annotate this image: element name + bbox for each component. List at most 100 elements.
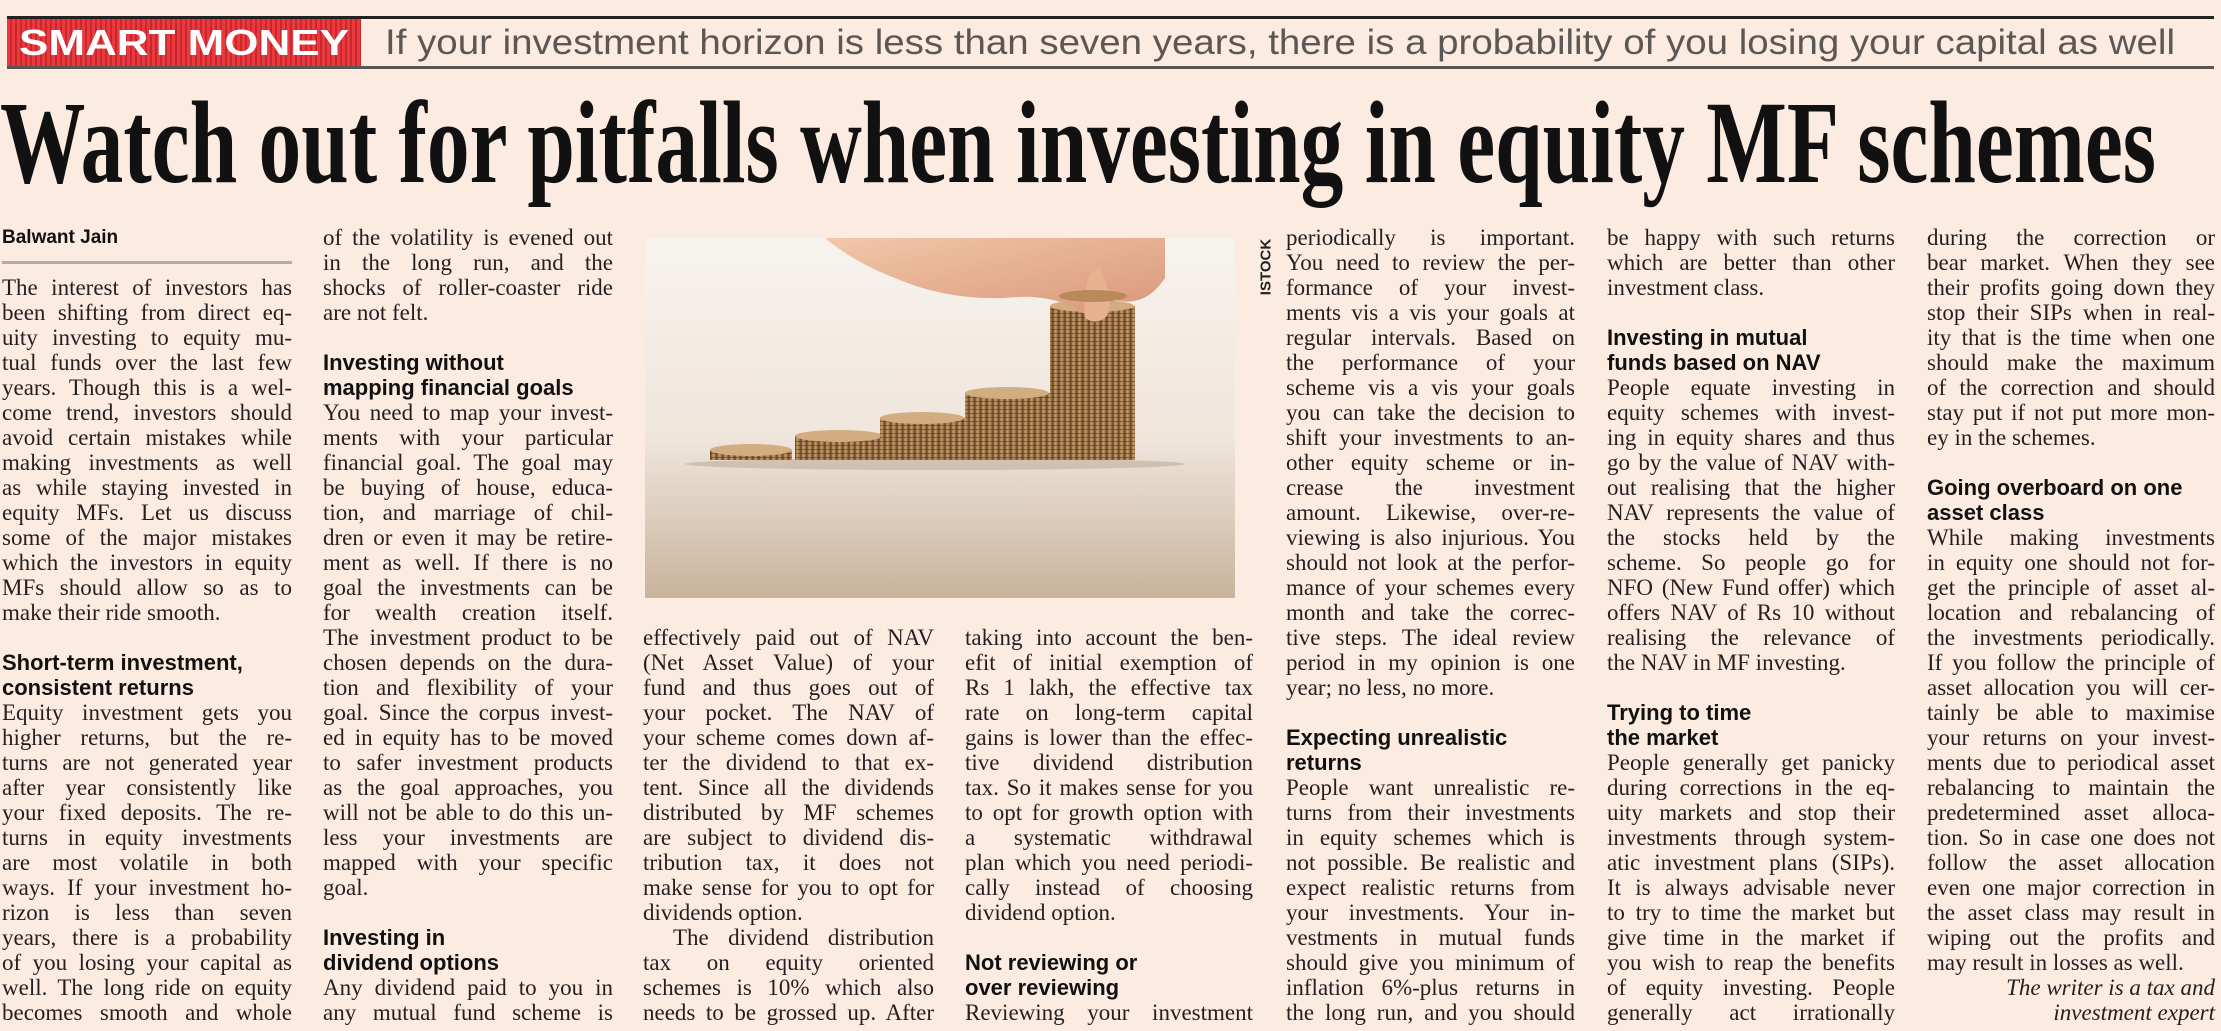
body-text-line-text: rate on long-term capital <box>965 700 1253 725</box>
body-text-line: stay put if not put more mon- <box>1927 400 2215 425</box>
body-text-line: dividends option. <box>643 900 934 925</box>
body-text-line: You need to map your invest- <box>323 400 613 425</box>
body-text-line-text: mapped with your specific <box>323 850 613 875</box>
body-text-line-text: after year consistently like <box>2 775 292 800</box>
body-text-line: needs to be grossed up. After <box>643 1000 934 1025</box>
body-text-line: Any dividend paid to you in <box>323 975 613 1000</box>
body-text-line: your investments. Your in- <box>1286 900 1575 925</box>
body-text-line: formance of your invest- <box>1286 275 1575 300</box>
body-text-line-text: The interest of investors has <box>2 275 292 300</box>
body-text-line: plan which you need periodi- <box>965 850 1253 875</box>
body-text-line: tion, and marriage of chil- <box>323 500 613 525</box>
body-text-line: come trend, investors should <box>2 400 292 425</box>
body-text-line-text: cally instead of choosing <box>965 875 1253 900</box>
body-text-line-text: your scheme comes down af- <box>643 725 934 750</box>
body-text-line-text: becomes smooth and whole <box>2 1000 292 1025</box>
body-text-line: People equate investing in <box>1607 375 1895 400</box>
body-text-line-text: higher returns, but the re- <box>2 725 292 750</box>
body-text-line-text: While making investments <box>1927 525 2215 550</box>
section-heading-line-text: Investing without <box>323 350 504 375</box>
body-text-line-text: The investment product to be <box>323 625 613 650</box>
body-text-line-text: your investments. Your in- <box>1286 900 1575 925</box>
body-text-line: you wish to reap the benefits <box>1607 950 1895 975</box>
body-text-line: the long run, and you should <box>1286 1000 1575 1025</box>
body-text-line-text: wiping out the profits and <box>1927 925 2215 950</box>
body-text-line-text: tent. Since all the dividends <box>643 775 934 800</box>
section-heading-line: the market <box>1607 725 1895 750</box>
section-heading-line: over reviewing <box>965 975 1253 1000</box>
body-text-line-text: during corrections in the eq- <box>1607 775 1895 800</box>
body-text-line: in the long run, and the <box>323 250 613 275</box>
body-text-line: mapped with your specific <box>323 850 613 875</box>
body-text-line-text: You need to review the per- <box>1286 250 1575 275</box>
body-text-line: ways. If your investment ho- <box>2 875 292 900</box>
body-text-line: cally instead of choosing <box>965 875 1253 900</box>
body-text-line-text: expect realistic returns from <box>1286 875 1575 900</box>
section-heading-line-text: funds based on NAV <box>1607 350 1821 375</box>
body-text-line-text: crease the investment <box>1286 475 1575 500</box>
body-text-line-text: investments through system- <box>1607 825 1895 850</box>
body-text-line: which the investors in equity <box>2 550 292 575</box>
body-text-line-text: are subject to dividend dis- <box>643 825 934 850</box>
section-heading-line: asset class <box>1927 500 2215 525</box>
body-text-line: make sense for you to opt for <box>643 875 934 900</box>
body-text-line: to safer investment products <box>323 750 613 775</box>
body-text-line-text: schemes is 10% which also <box>643 975 934 1000</box>
body-text-line-text: needs to be grossed up. After <box>643 1000 934 1025</box>
body-text-line: Reviewing your investment <box>965 1000 1253 1025</box>
author-note-line: investment expert <box>1927 1000 2215 1025</box>
body-text-line: regular intervals. Based on <box>1286 325 1575 350</box>
body-text-line-text: your pocket. The NAV of <box>643 700 934 725</box>
body-text-line-text: of the volatility is evened out <box>323 225 613 250</box>
body-text-line-text: Equity investment gets you <box>2 700 292 725</box>
body-text-line: ter the dividend to that ex- <box>643 750 934 775</box>
body-text-line: of the correction and should <box>1927 375 2215 400</box>
body-text-line: wiping out the profits and <box>1927 925 2215 950</box>
body-text-line-text: equity schemes with invest- <box>1607 400 1895 425</box>
body-text-line: shift your investments to an- <box>1286 425 1575 450</box>
body-text-line-text: formance of your invest- <box>1286 275 1575 300</box>
photo-credit: ISTOCK <box>1256 232 1276 302</box>
body-text-line: in equity one should not for- <box>1927 550 2215 575</box>
body-text-line-text: follow the asset allocation <box>1927 850 2215 875</box>
section-heading-line: Expecting unrealistic <box>1286 725 1575 750</box>
body-text-line: If you follow the principle of <box>1927 650 2215 675</box>
body-text-line-text: dren or even it may be retire- <box>323 525 613 550</box>
byline-text: Balwant Jain <box>2 227 119 248</box>
body-text-line-text: (Net Asset Value) of your <box>643 650 934 675</box>
body-text-line: NFO (New Fund offer) which <box>1607 575 1895 600</box>
body-text-line: should make the maximum <box>1927 350 2215 375</box>
body-text-line: make their ride smooth. <box>2 600 292 625</box>
body-text-line-text: year; no less, no more. <box>1286 675 1495 700</box>
body-text-line-text: be happy with such returns <box>1607 225 1895 250</box>
body-text-line-text: location and rebalancing of <box>1927 600 2215 625</box>
body-text-line-text: years, there is a probability <box>2 925 292 950</box>
section-heading-line: Investing without <box>323 350 613 375</box>
body-text-line-text: are most volatile in both <box>2 850 292 875</box>
body-text-line: efit of initial exemption of <box>965 650 1253 675</box>
body-text-line: equity schemes with invest- <box>1607 400 1895 425</box>
body-text-line-text: to safer investment products <box>323 750 613 775</box>
coin-stack-4 <box>965 387 1050 460</box>
body-text-line: the stocks held by the <box>1607 525 1895 550</box>
body-text-line-text: regular intervals. Based on <box>1286 325 1575 350</box>
section-heading-line-text: asset class <box>1927 500 2045 525</box>
photo-illustration <box>645 238 1235 598</box>
body-text-line-text: ments due to periodical asset <box>1927 750 2215 775</box>
body-text-line-text: tual funds over the last few <box>2 350 292 375</box>
body-text-line-text: tax. So it makes sense for you <box>965 775 1253 800</box>
body-text-line: of the volatility is evened out <box>323 225 613 250</box>
body-text-line: mance of your schemes every <box>1286 575 1575 600</box>
body-text-line: are most volatile in both <box>2 850 292 875</box>
body-text-line: a systematic withdrawal <box>965 825 1253 850</box>
body-text-line: NAV represents the value of <box>1607 500 1895 525</box>
body-text-line-text: NAV represents the value of <box>1607 500 1895 525</box>
section-heading-line-text: mapping financial goals <box>323 375 574 400</box>
body-text-line: go by the value of NAV with- <box>1607 450 1895 475</box>
section-kicker-label: SMART MONEY <box>19 22 349 63</box>
body-text-line: ments vis a vis your goals at <box>1286 300 1575 325</box>
body-text-line: distributed by MF schemes <box>643 800 934 825</box>
body-text-line: been shifting from direct eq- <box>2 300 292 325</box>
body-text-line-text: NFO (New Fund offer) which <box>1607 575 1895 600</box>
body-text-line-text: Rs 1 lakh, the effective tax <box>965 675 1253 700</box>
